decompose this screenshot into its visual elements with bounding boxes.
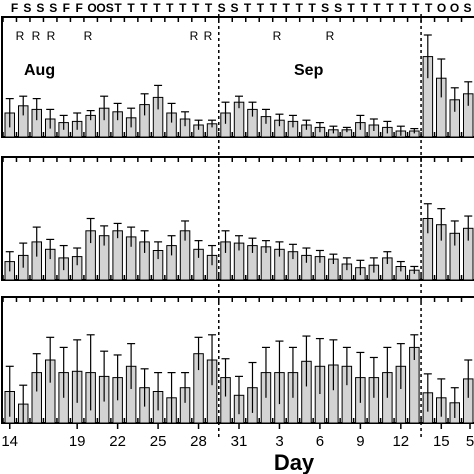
weather-code: T [412,1,420,15]
weather-code: S [463,1,471,15]
weather-code: T [386,1,394,15]
r-mark: R [47,29,56,43]
weather-code: S [49,1,57,15]
weather-code: T [114,1,122,15]
r-mark: R [32,29,41,43]
weather-code: T [347,1,355,15]
weather-code: OS [96,1,113,15]
weather-code: T [140,1,148,15]
weather-code: T [244,1,252,15]
weather-code: T [257,1,265,15]
r-mark: R [190,29,199,43]
weather-code: T [360,1,368,15]
weather-code: T [205,1,213,15]
weather-code: T [127,1,135,15]
weather-code: T [283,1,291,15]
x-tick-labels: 14 19 22 25 28 31 3 6 9 12 15 5 [1,423,474,450]
r-mark: R [204,29,213,43]
chart-panels [1,14,474,440]
x-tick-label: 9 [356,433,364,450]
x-axis-label: Day [274,450,315,474]
weather-code: T [153,1,161,15]
r-mark: R [273,29,282,43]
weather-code: S [321,1,329,15]
x-tick-label: 28 [190,433,207,450]
x-tick-label: 31 [231,433,248,450]
weather-code: T [166,1,174,15]
weather-code-row: F S S S F F O OS T T T T T T T T S S T T T T T T S S T T T T T T T O O S [11,1,472,15]
x-tick-label: 15 [433,433,450,450]
weather-code: F [63,1,70,15]
x-tick-label: 5 [466,433,474,450]
weather-code: T [192,1,200,15]
x-tick-label: 22 [109,433,126,450]
panel-2 [1,156,474,281]
x-tick-label: 19 [69,433,86,450]
month-label-sep: Sep [294,62,324,79]
weather-code: S [230,1,238,15]
r-mark: R [16,29,25,43]
weather-code: T [425,1,433,15]
weather-code: O [87,1,96,15]
x-tick-label: 25 [150,433,167,450]
weather-code: S [36,1,44,15]
weather-code: T [309,1,317,15]
x-tick-label: 12 [392,433,409,450]
x-tick-label: 14 [1,433,18,450]
panel-1 [1,16,474,138]
weather-code: T [270,1,278,15]
month-label-aug: Aug [24,62,55,79]
bar [112,230,123,281]
weather-code: O [450,1,459,15]
r-mark: R [326,29,335,43]
x-tick-label: 3 [275,433,283,450]
weather-code: S [334,1,342,15]
weather-code: T [399,1,407,15]
weather-code: F [11,1,18,15]
weather-code: T [373,1,381,15]
weather-code: F [76,1,83,15]
weather-code: T [179,1,187,15]
weather-code: T [296,1,304,15]
r-mark: R [84,29,93,43]
x-tick-label: 6 [316,433,324,450]
weather-code: S [218,1,226,15]
panel-3 [1,296,474,424]
weather-code: O [437,1,446,15]
weather-code: S [23,1,31,15]
